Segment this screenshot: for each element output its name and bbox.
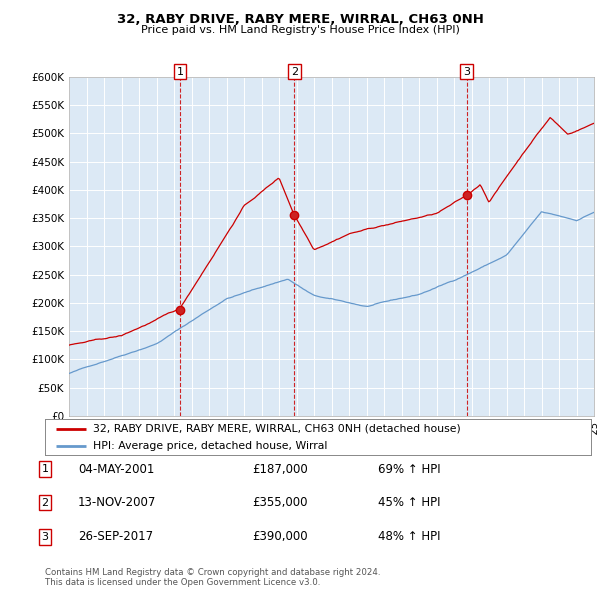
Text: 69% ↑ HPI: 69% ↑ HPI xyxy=(378,463,440,476)
Text: 1: 1 xyxy=(41,464,49,474)
Text: £187,000: £187,000 xyxy=(252,463,308,476)
Text: This data is licensed under the Open Government Licence v3.0.: This data is licensed under the Open Gov… xyxy=(45,578,320,587)
Text: £390,000: £390,000 xyxy=(252,530,308,543)
Text: Contains HM Land Registry data © Crown copyright and database right 2024.: Contains HM Land Registry data © Crown c… xyxy=(45,568,380,576)
Text: 13-NOV-2007: 13-NOV-2007 xyxy=(78,496,157,509)
Text: 3: 3 xyxy=(463,67,470,77)
Text: 32, RABY DRIVE, RABY MERE, WIRRAL, CH63 0NH: 32, RABY DRIVE, RABY MERE, WIRRAL, CH63 … xyxy=(116,13,484,26)
Text: 48% ↑ HPI: 48% ↑ HPI xyxy=(378,530,440,543)
Text: 45% ↑ HPI: 45% ↑ HPI xyxy=(378,496,440,509)
Text: £355,000: £355,000 xyxy=(252,496,308,509)
Text: 32, RABY DRIVE, RABY MERE, WIRRAL, CH63 0NH (detached house): 32, RABY DRIVE, RABY MERE, WIRRAL, CH63 … xyxy=(93,424,461,434)
Text: 2: 2 xyxy=(41,498,49,507)
Text: Price paid vs. HM Land Registry's House Price Index (HPI): Price paid vs. HM Land Registry's House … xyxy=(140,25,460,35)
Text: 04-MAY-2001: 04-MAY-2001 xyxy=(78,463,154,476)
Text: 3: 3 xyxy=(41,532,49,542)
Text: HPI: Average price, detached house, Wirral: HPI: Average price, detached house, Wirr… xyxy=(93,441,328,451)
Text: 2: 2 xyxy=(290,67,298,77)
Text: 26-SEP-2017: 26-SEP-2017 xyxy=(78,530,153,543)
Text: 1: 1 xyxy=(176,67,184,77)
